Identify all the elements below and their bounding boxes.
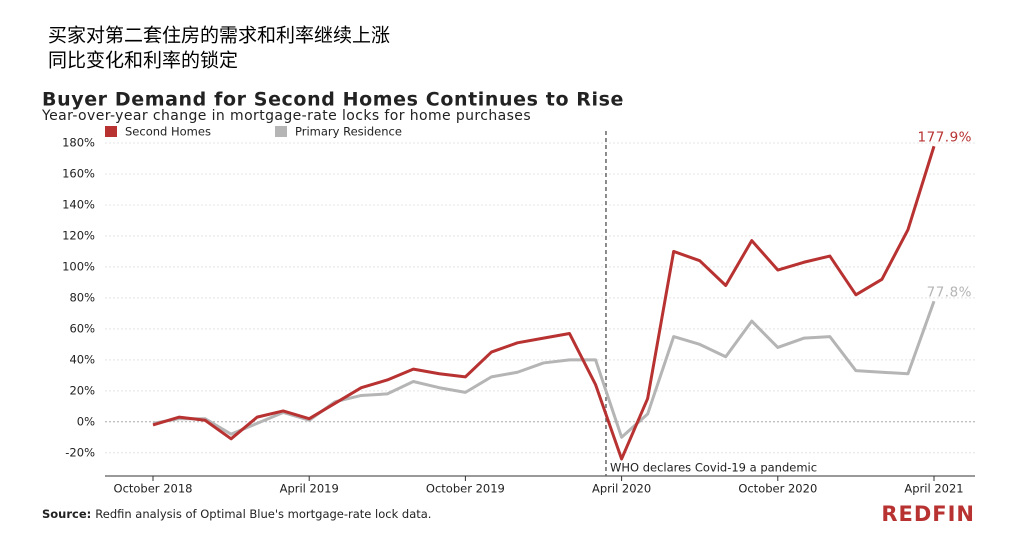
annotation: WHO declares Covid-19 a pandemic [610, 461, 817, 475]
y-tick-label: 180% [62, 136, 95, 150]
y-tick-label: 60% [69, 321, 95, 335]
heading-line: 同比变化和利率的锁定 [48, 50, 238, 72]
y-tick-label: 40% [69, 352, 95, 366]
y-tick-label: 20% [69, 383, 95, 397]
source: Source: Redfin analysis of Optimal Blue's… [42, 507, 431, 521]
x-tick-label: October 2019 [426, 482, 505, 496]
source-text: Redfin analysis of Optimal Blue's mortga… [95, 507, 431, 521]
x-tick-label: April 2019 [280, 482, 339, 496]
y-tick-label: -20% [65, 445, 95, 459]
series-line [152, 300, 936, 439]
y-tick-label: 160% [62, 166, 95, 180]
y-tick-label: 0% [77, 414, 95, 428]
legend-swatch [105, 126, 117, 137]
legend-label: Primary Residence [295, 125, 402, 139]
source-label: Source: [42, 507, 91, 521]
series-line [152, 145, 936, 461]
logo: REDFIN [881, 502, 975, 526]
y-tick-label: 120% [62, 228, 95, 242]
value-label: 177.9% [918, 129, 972, 145]
chart-subtitle: Year-over-year change in mortgage-rate l… [41, 108, 531, 124]
y-tick-label: 140% [62, 197, 95, 211]
x-tick-label: October 2020 [738, 482, 817, 496]
x-tick-label: April 2021 [904, 482, 963, 496]
chart-title: Buyer Demand for Second Homes Continues … [42, 89, 624, 111]
value-label: 77.8% [927, 284, 972, 300]
x-tick-label: October 2018 [114, 482, 193, 496]
legend-label: Second Homes [125, 125, 211, 139]
y-tick-label: 100% [62, 259, 95, 273]
y-tick-label: 80% [69, 290, 95, 304]
x-tick-label: April 2020 [592, 482, 651, 496]
legend-swatch [275, 126, 287, 137]
heading-line: 买家对第二套住房的需求和利率继续上涨 [48, 25, 390, 47]
